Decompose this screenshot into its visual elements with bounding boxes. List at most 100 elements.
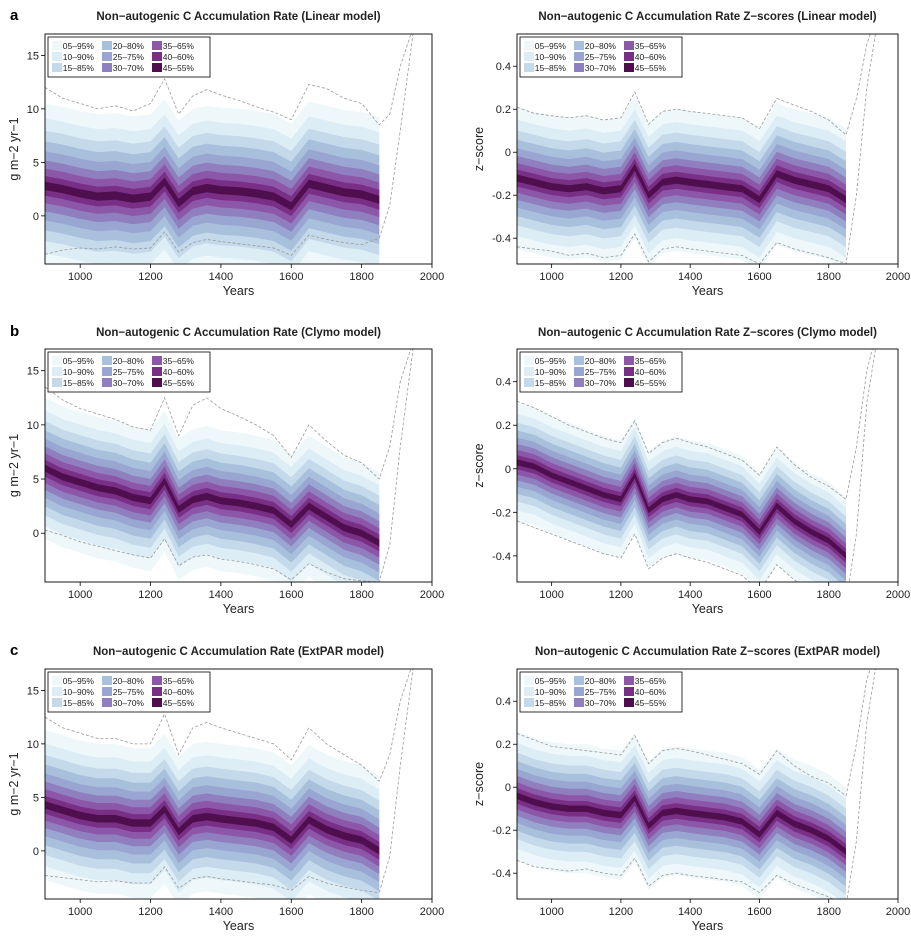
legend-label: 40–60% [635,687,667,697]
legend: 05–95%10–90%15–85% 20–80%25–75%30–70% 35–6… [47,351,211,393]
panel-title: Non−autogenic C Accumulation Rate (Clymo… [96,327,381,339]
legend-swatch [102,687,112,696]
y-tick-label: 0 [33,846,39,858]
legend-label: 35–65% [163,41,195,51]
legend-swatch [152,378,162,387]
x-tick-label: 1200 [138,906,162,918]
legend-label: 25–75% [113,367,145,377]
legend-label: 40–60% [163,367,195,377]
legend-swatch [102,676,112,685]
legend-swatch [102,52,112,61]
legend-swatch [624,41,634,50]
legend-swatch [52,356,62,365]
x-tick-label: 2000 [886,271,910,283]
legend-swatch [152,687,162,696]
x-tick-label: 1400 [678,589,702,601]
y-axis-label: z−score [472,443,486,487]
y-tick-label: 0 [505,782,511,794]
upper-envelope-line [517,349,873,501]
legend-swatch [524,367,534,376]
y-tick-label: 0.2 [496,420,511,432]
y-tick-label: 5 [33,792,39,804]
legend-label: 20–80% [585,356,617,366]
legend-swatch [52,676,62,685]
legend-label: 40–60% [635,367,667,377]
legend-swatch [152,698,162,707]
legend-label: 45–55% [635,698,667,708]
legend-label: 10–90% [63,52,95,62]
y-tick-label: -0.4 [492,233,511,245]
y-tick-label: 0 [33,211,39,223]
legend-swatch [624,378,634,387]
y-tick-label: 0.4 [496,61,511,73]
legend-label: 05–95% [63,356,95,366]
legend-swatch [102,63,112,72]
legend: 05–95%10–90%15–85% 20–80%25–75%30–70% 35–6… [519,671,683,713]
panel-letter: a [10,7,19,24]
legend-label: 30–70% [585,698,617,708]
x-tick-label: 1400 [209,906,233,918]
y-tick-label: 15 [27,685,39,697]
legend-label: 25–75% [585,367,617,377]
legend-label: 20–80% [113,41,145,51]
legend-box [47,671,211,713]
x-tick-label: 2000 [420,589,444,601]
legend-swatch [574,356,584,365]
x-tick-label: 2000 [420,271,444,283]
x-tick-label: 2000 [886,906,910,918]
legend-swatch [52,367,62,376]
x-tick-label: 1800 [816,271,840,283]
x-tick-label: 1800 [816,906,840,918]
y-tick-label: 0 [505,147,511,159]
legend-label: 15–85% [63,378,95,388]
legend-label: 35–65% [163,356,195,366]
y-tick-label: 5 [33,474,39,486]
legend-box [47,351,211,393]
panel-4: Non−autogenic C Accumulation Rate Z−scor… [472,327,910,616]
legend-label: 45–55% [635,378,667,388]
fan-band-9 [517,163,846,204]
plot-area [45,34,414,264]
legend-label: 45–55% [163,63,195,73]
legend-label: 45–55% [635,63,667,73]
legend-swatch [574,41,584,50]
x-tick-label: 1200 [609,271,633,283]
legend-label: 30–70% [113,378,145,388]
x-axis-label: Years [692,284,724,298]
panel-3: Non−autogenic C Accumulation Rate (Clymo… [7,323,444,616]
plot-frame [44,33,433,265]
y-tick-label: 0.2 [496,104,511,116]
plot-frame [516,33,899,265]
x-tick-label: 1000 [68,589,92,601]
legend-label: 10–90% [63,687,95,697]
panel-letter: c [10,642,18,659]
legend-swatch [524,687,534,696]
x-tick-label: 1200 [138,271,162,283]
x-tick-label: 1400 [678,906,702,918]
legend-label: 05–95% [535,356,567,366]
fan-band-6 [517,444,846,575]
y-tick-label: -0.2 [492,507,511,519]
y-tick-label: 10 [27,739,39,751]
panel-1: Non−autogenic C Accumulation Rate (Linea… [7,7,444,298]
y-tick-label: -0.2 [492,825,511,837]
y-tick-label: 10 [27,420,39,432]
legend-label: 20–80% [585,41,617,51]
x-tick-label: 1800 [349,271,373,283]
y-tick-label: -0.4 [492,868,511,880]
legend-label: 10–90% [535,367,567,377]
legend-label: 40–60% [635,52,667,62]
legend-label: 40–60% [163,687,195,697]
panel-title: Non−autogenic C Accumulation Rate Z−scor… [538,327,877,339]
lower-envelope-line [517,669,876,899]
legend-label: 10–90% [535,52,567,62]
legend-label: 15–85% [63,63,95,73]
x-axis-label: Years [223,284,255,298]
plot-frame [44,668,433,900]
legend-swatch [52,63,62,72]
upper-envelope-line [45,349,412,480]
legend-swatch [624,63,634,72]
y-axis-label: z−score [472,762,486,806]
x-tick-label: 2000 [886,589,910,601]
